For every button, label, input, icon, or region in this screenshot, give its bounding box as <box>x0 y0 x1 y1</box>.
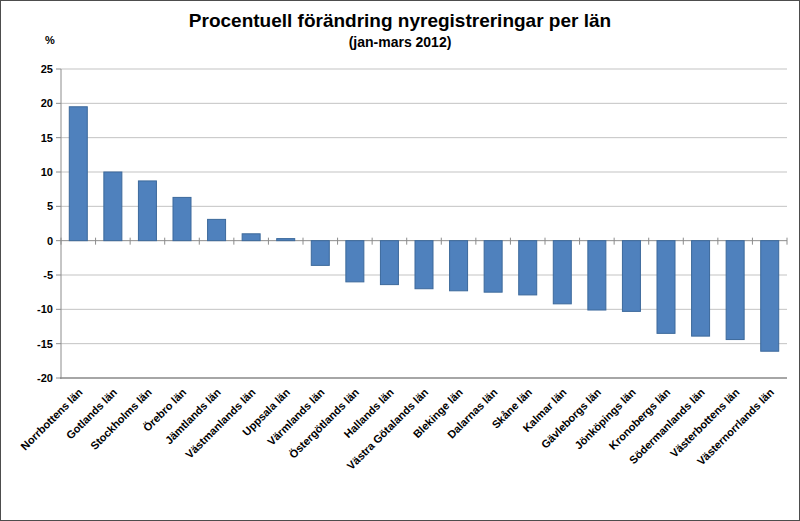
y-tick-label: 5 <box>47 200 53 212</box>
bar-19 <box>692 241 710 336</box>
chart-frame: Procentuell förändring nyregistreringar … <box>0 0 800 521</box>
y-tick-label: 0 <box>47 235 53 247</box>
bar-15 <box>553 241 571 304</box>
bar-6 <box>242 234 260 241</box>
bar-11 <box>415 241 433 289</box>
bar-12 <box>450 241 468 291</box>
bar-7 <box>277 239 295 241</box>
bar-5 <box>208 219 226 240</box>
bar-plot-canvas: 2520151050-5-10-15-20Norrbottens länGotl… <box>1 1 799 520</box>
y-tick-label: 20 <box>41 97 53 109</box>
bar-4 <box>173 197 191 240</box>
y-tick-label: -15 <box>37 338 53 350</box>
y-tick-label: 10 <box>41 166 53 178</box>
bar-3 <box>138 181 156 241</box>
bar-10 <box>380 241 398 285</box>
y-tick-label: 25 <box>41 63 53 75</box>
bar-2 <box>104 172 122 241</box>
category-label: Jönköpings län <box>572 386 638 452</box>
category-label: Gävleborgs län <box>539 386 604 451</box>
category-label: Kronobergs län <box>606 386 672 452</box>
bar-8 <box>311 241 329 266</box>
bar-1 <box>69 107 87 241</box>
y-tick-label: 15 <box>41 132 53 144</box>
bar-18 <box>657 241 675 334</box>
bar-13 <box>484 241 502 293</box>
category-label: Norrbottens län <box>18 386 85 453</box>
y-tick-label: -10 <box>37 303 53 315</box>
y-tick-label: -20 <box>37 372 53 384</box>
bar-20 <box>726 241 744 340</box>
bar-16 <box>588 241 606 310</box>
bar-9 <box>346 241 364 282</box>
bar-21 <box>761 241 779 352</box>
y-tick-label: -5 <box>43 269 53 281</box>
bar-14 <box>519 241 537 295</box>
category-label: Stockholms län <box>88 386 154 452</box>
bar-17 <box>622 241 640 312</box>
